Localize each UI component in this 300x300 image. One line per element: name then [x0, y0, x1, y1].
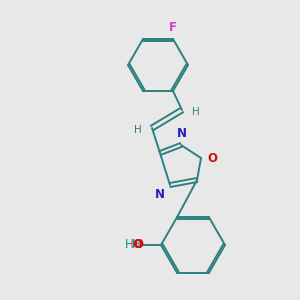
Text: N: N	[177, 127, 187, 140]
Text: O: O	[132, 238, 142, 251]
Text: O: O	[207, 152, 217, 164]
Text: O: O	[133, 238, 143, 251]
Text: F: F	[169, 21, 177, 34]
Text: H: H	[134, 125, 142, 135]
Text: H: H	[132, 238, 141, 251]
Text: H: H	[125, 238, 134, 251]
Text: H: H	[192, 107, 200, 117]
Text: N: N	[155, 188, 165, 201]
